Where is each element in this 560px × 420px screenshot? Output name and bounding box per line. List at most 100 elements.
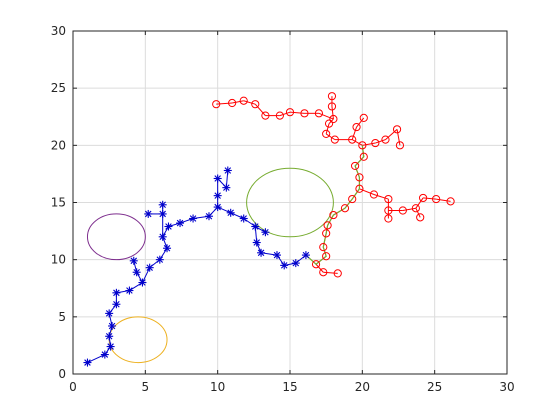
red-tree-point-34	[327, 102, 337, 111]
red-tree-edge-18	[359, 188, 375, 195]
red-tree-point-40	[261, 111, 270, 120]
y-tick-label-2: 10	[51, 253, 66, 267]
y-tick-label-5: 25	[51, 81, 66, 95]
circle-green	[246, 167, 334, 238]
blue-tree-point-22	[204, 212, 213, 221]
x-tick-label-4: 20	[355, 380, 370, 394]
red-tree-edge-30	[325, 133, 336, 141]
red-tree-point-24	[411, 204, 420, 213]
red-tree-point-7	[329, 210, 338, 220]
blue-tree-point-13	[155, 255, 164, 264]
red-tree-point-11	[355, 173, 364, 182]
blue-tree-point-31	[261, 228, 270, 237]
red-tree-point-5	[322, 229, 331, 238]
red-tree-point-9	[348, 194, 357, 204]
red-tree-edge-44	[351, 126, 358, 140]
red-tree-point-27	[432, 194, 441, 204]
red-tree-point-46	[359, 113, 368, 122]
red-tree-edge-17	[396, 129, 401, 146]
red-tree-edge-24	[415, 208, 421, 218]
red-tree-point-1	[319, 268, 328, 277]
x-tick-label-5: 25	[427, 380, 442, 394]
red-tree-edge-26	[423, 197, 437, 200]
red-tree-edge-28	[351, 139, 363, 146]
x-tick-label-6: 30	[499, 380, 514, 394]
blue-tree-point-36	[291, 259, 300, 268]
blue-tree-point-20	[176, 219, 185, 228]
blue-tree-edge-20	[179, 218, 194, 224]
red-tree-edge-37	[289, 111, 305, 114]
blue-tree-point-27	[223, 166, 232, 175]
blue-tree-point-1	[100, 350, 109, 359]
red-tree-point-28	[446, 197, 455, 206]
red-tree-point-16	[381, 135, 390, 144]
blue-tree-point-9	[138, 278, 147, 287]
blue-tree-point-17	[158, 209, 167, 218]
blue-tree-point-8	[125, 286, 134, 295]
red-tree-point-6	[323, 221, 332, 230]
red-tree-edge-41	[243, 100, 256, 105]
blue-tree-point-11	[129, 256, 138, 265]
red-tree-edge-40	[254, 103, 266, 116]
red-tree-point-30	[330, 135, 339, 144]
red-tree-edge-31	[325, 123, 330, 135]
red-tree-edge-1	[323, 271, 338, 274]
red-tree-point-33	[329, 114, 338, 124]
red-tree-point-13	[359, 152, 368, 161]
red-tree-point-12	[351, 161, 360, 171]
red-tree-point-18	[395, 141, 405, 150]
red-tree-point-17	[392, 125, 402, 134]
red-tree-point-31	[322, 129, 331, 138]
path-polyline	[305, 145, 365, 266]
red-tree-point-19	[369, 190, 379, 199]
red-tree-edge-23	[402, 207, 416, 211]
blue-tree-point-0	[83, 358, 92, 367]
y-tick-label-1: 5	[58, 310, 66, 324]
red-tree-point-36	[314, 109, 324, 118]
blue-tree-point-3	[105, 332, 114, 341]
red-tree-edge-14	[362, 142, 376, 146]
red-tree-point-41	[251, 100, 260, 109]
red-tree-edge-25	[415, 197, 424, 209]
red-tree-point-37	[300, 109, 309, 118]
red-tree-point-20	[384, 194, 393, 204]
red-tree-edge-38	[279, 111, 291, 117]
blue-tree-point-7	[112, 288, 121, 297]
red-tree-point-15	[371, 138, 380, 148]
y-tick-label-3: 15	[51, 196, 66, 210]
blue-tree-point-18	[158, 200, 167, 209]
blue-tree-point-2	[106, 342, 115, 351]
y-tick-label-6: 30	[51, 24, 66, 38]
blue-tree-point-33	[257, 248, 266, 257]
blue-tree-point-10	[132, 268, 141, 277]
red-tree-point-32	[324, 119, 334, 128]
red-tree-edge-0	[315, 263, 324, 273]
x-tick-label-3: 15	[282, 380, 297, 394]
blue-tree-point-25	[213, 174, 222, 183]
blue-tree-edge-11	[141, 267, 151, 283]
y-tick-label-4: 20	[51, 138, 66, 152]
blue-tree-point-26	[222, 183, 231, 192]
tree-markers	[83, 92, 455, 367]
red-tree-point-8	[340, 204, 350, 213]
red-tree-point-10	[355, 184, 364, 193]
red-tree-point-22	[384, 214, 393, 223]
blue-tree-edge-19	[168, 222, 181, 227]
red-tree-point-25	[416, 213, 425, 222]
blue-tree-point-16	[164, 222, 173, 231]
x-tick-label-0: 0	[69, 380, 77, 394]
red-tree-point-3	[322, 252, 331, 261]
red-tree-point-21	[384, 206, 393, 215]
red-tree-point-14	[358, 141, 367, 150]
blue-tree-point-29	[239, 214, 248, 223]
blue-tree-edge-32	[256, 242, 262, 254]
red-tree-edge-19	[373, 194, 389, 200]
red-tree-point-26	[418, 193, 428, 203]
red-tree-point-44	[212, 100, 221, 109]
x-tick-label-2: 10	[210, 380, 225, 394]
blue-tree-point-34	[272, 251, 281, 260]
x-tick-label-1: 5	[142, 380, 150, 394]
red-tree-edge-43	[216, 102, 233, 105]
blue-tree-point-30	[251, 222, 260, 231]
